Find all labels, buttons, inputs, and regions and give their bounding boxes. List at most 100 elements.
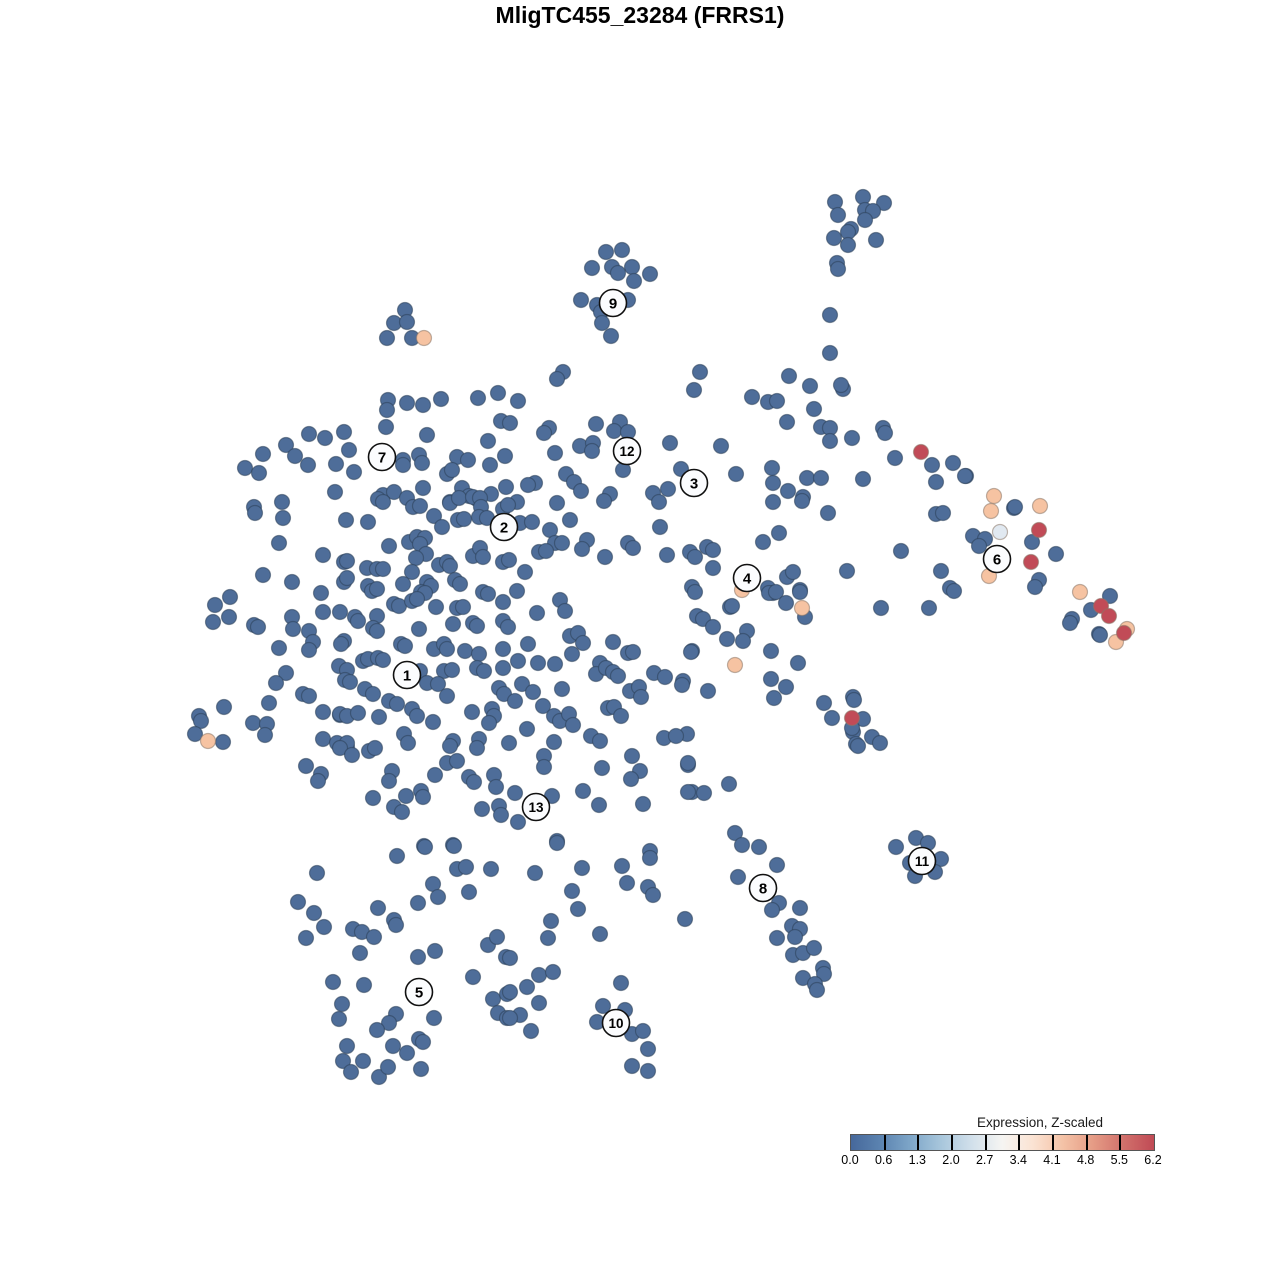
data-point — [457, 858, 475, 876]
data-point — [509, 392, 527, 410]
data-point — [370, 708, 388, 726]
data-point — [398, 1044, 416, 1062]
highlight-point — [912, 443, 930, 461]
data-point — [1101, 587, 1119, 605]
data-point — [590, 796, 608, 814]
data-point — [572, 291, 590, 309]
data-point — [441, 737, 459, 755]
data-point — [394, 456, 412, 474]
data-point — [470, 645, 488, 663]
data-point — [791, 583, 809, 601]
data-point — [349, 612, 367, 630]
data-point — [685, 381, 703, 399]
cluster-label-text: 2 — [500, 519, 508, 536]
data-point — [544, 963, 562, 981]
cluster-label-circle — [732, 563, 762, 593]
data-point — [274, 509, 292, 527]
data-point — [484, 990, 502, 1008]
data-point — [768, 392, 786, 410]
highlight-point — [1030, 521, 1048, 539]
data-point — [832, 376, 850, 394]
data-point — [523, 513, 541, 531]
data-point — [574, 634, 592, 652]
highlight-point — [1031, 497, 1049, 515]
cluster-label-text: 9 — [609, 295, 617, 312]
data-point — [267, 674, 285, 692]
data-point — [343, 746, 361, 764]
cluster-label-circle — [982, 544, 1012, 574]
cluster-label-circle — [679, 468, 709, 498]
data-point — [530, 966, 548, 984]
data-point — [856, 211, 874, 229]
data-point — [250, 464, 268, 482]
data-point — [587, 415, 605, 433]
data-point — [374, 651, 392, 669]
data-point — [414, 479, 432, 497]
data-point — [679, 783, 697, 801]
data-point — [641, 849, 659, 867]
data-point — [444, 615, 462, 633]
data-point — [871, 734, 889, 752]
data-point — [277, 436, 295, 454]
data-point — [808, 981, 826, 999]
data-point — [602, 327, 620, 345]
data-point — [569, 900, 587, 918]
data-point — [764, 474, 782, 492]
data-point — [309, 772, 327, 790]
data-point — [378, 401, 396, 419]
data-point — [393, 803, 411, 821]
data-point — [695, 784, 713, 802]
data-point — [425, 1009, 443, 1027]
data-point — [394, 575, 412, 593]
data-point — [805, 939, 823, 957]
data-point — [876, 424, 894, 442]
data-point — [300, 425, 318, 443]
legend-tick-label: 5.5 — [1110, 1153, 1129, 1167]
data-point — [923, 456, 941, 474]
data-point — [651, 518, 669, 536]
data-point — [522, 1022, 540, 1040]
data-point — [300, 641, 318, 659]
data-point — [300, 687, 318, 705]
data-point — [530, 994, 548, 1012]
data-point — [414, 1033, 432, 1051]
data-point — [508, 582, 526, 600]
data-point — [548, 370, 566, 388]
data-point — [284, 620, 302, 638]
data-point — [1091, 626, 1109, 644]
data-point — [956, 467, 974, 485]
data-point — [729, 868, 747, 886]
data-point — [341, 673, 359, 691]
data-point — [553, 680, 571, 698]
data-point — [475, 662, 493, 680]
data-point — [334, 1052, 352, 1070]
data-point — [927, 473, 945, 491]
data-point — [609, 667, 627, 685]
data-point — [970, 537, 988, 555]
data-point — [574, 782, 592, 800]
data-point — [624, 643, 642, 661]
data-point — [612, 707, 630, 725]
data-point — [488, 928, 506, 946]
data-point — [384, 1037, 402, 1055]
data-point — [494, 659, 512, 677]
data-point — [499, 496, 517, 514]
data-point — [763, 901, 781, 919]
data-point — [412, 1060, 430, 1078]
data-point — [613, 241, 631, 259]
data-point — [754, 533, 772, 551]
data-point — [886, 449, 904, 467]
data-point — [459, 451, 477, 469]
data-point — [244, 714, 262, 732]
data-point — [823, 709, 841, 727]
data-point — [622, 770, 640, 788]
data-point — [351, 944, 369, 962]
data-point — [1023, 533, 1041, 551]
data-point — [750, 838, 768, 856]
data-point — [821, 344, 839, 362]
data-point — [561, 511, 579, 529]
data-point — [604, 633, 622, 651]
highlight-point — [982, 502, 1000, 520]
data-point — [1026, 578, 1044, 596]
data-point — [506, 692, 524, 710]
